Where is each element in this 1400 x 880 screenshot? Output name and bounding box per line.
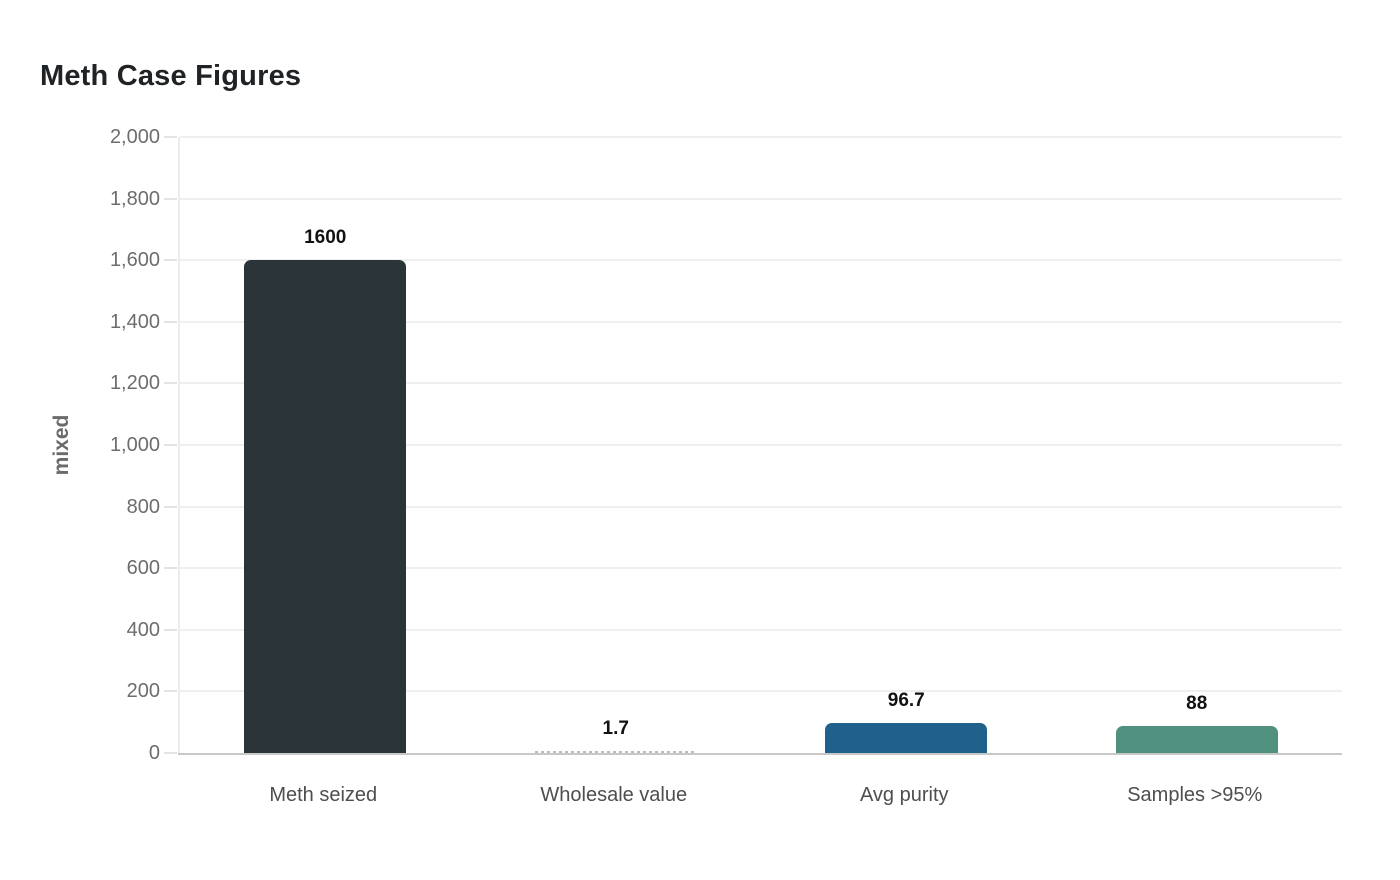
gridline — [180, 136, 1342, 138]
y-tick-mark — [164, 444, 177, 446]
y-tick-mark — [164, 320, 177, 323]
bar-value-label: 1600 — [304, 227, 347, 249]
bar — [534, 751, 697, 753]
y-tick-label: 600 — [126, 557, 160, 580]
y-tick-label: 400 — [126, 618, 160, 641]
y-tick-label: 2,000 — [109, 126, 160, 148]
y-tick-label: 1,200 — [109, 372, 160, 395]
y-tick-label: 200 — [126, 680, 160, 703]
y-tick-label: 1,800 — [109, 187, 160, 210]
y-tick-label: 1,000 — [109, 434, 160, 456]
y-tick-mark — [164, 567, 177, 570]
gridline — [180, 444, 1342, 446]
bar — [1115, 725, 1278, 753]
category-label: Wholesale value — [540, 784, 688, 806]
bar — [825, 723, 988, 753]
gridline — [180, 505, 1342, 508]
y-tick-label: 1,600 — [109, 249, 160, 272]
y-tick-label: 800 — [126, 495, 160, 518]
y-tick-mark — [164, 505, 177, 508]
y-tick-mark — [164, 136, 177, 138]
category-label: Meth seized — [269, 784, 378, 806]
category-label: Samples >95% — [1127, 784, 1263, 806]
bar-value-label: 88 — [1186, 692, 1208, 714]
gridline — [180, 259, 1342, 262]
y-tick-mark — [164, 690, 177, 693]
gridline — [180, 690, 1342, 693]
x-axis-line — [178, 753, 1342, 755]
gridline — [180, 567, 1342, 570]
gridline — [180, 320, 1342, 323]
bar — [244, 260, 407, 753]
bar-value-label: 1.7 — [602, 718, 629, 739]
y-tick-label: 0 — [148, 742, 160, 764]
y-tick-mark — [164, 382, 177, 385]
bar-value-label: 96.7 — [887, 690, 925, 712]
gridline — [180, 382, 1342, 385]
chart-title: Meth Case Figures — [40, 60, 302, 92]
y-tick-mark — [164, 752, 177, 754]
y-tick-mark — [164, 259, 177, 262]
y-tick-mark — [164, 628, 177, 631]
gridline — [180, 197, 1342, 200]
category-label: Avg purity — [859, 784, 949, 806]
gridline — [180, 628, 1342, 631]
y-tick-label: 1,400 — [109, 310, 160, 333]
plot-area: 1600 1.7 96.7 88 — [178, 136, 1342, 755]
y-tick-mark — [164, 197, 177, 200]
